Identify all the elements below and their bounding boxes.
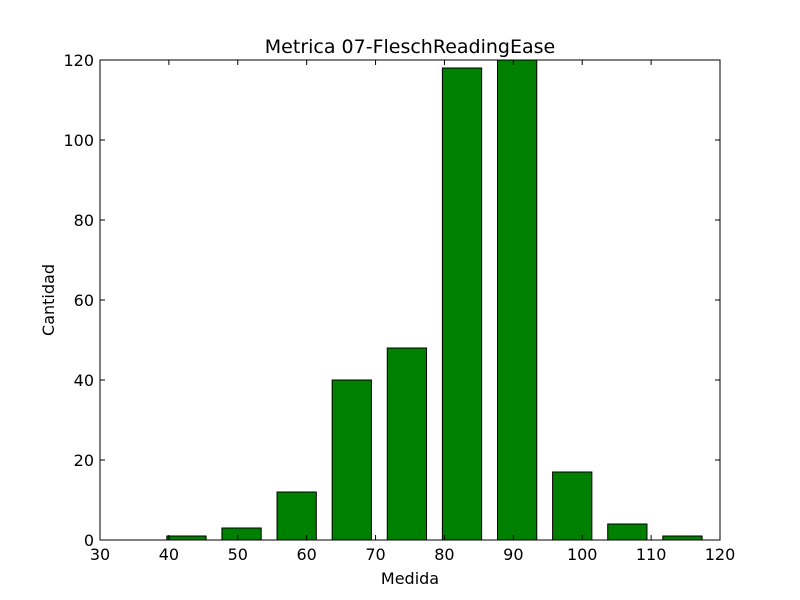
x-tick-label: 70 [365,545,385,564]
y-tick-label: 120 [63,51,94,70]
x-tick-label: 90 [503,545,523,564]
histogram-bar-9 [607,523,648,541]
ticks-layer: 30 40 50 60 70 80 90 100 110 120 0 20 40 60 80 100 120 [63,51,735,564]
histogram-bar-5 [386,347,428,541]
y-tick-label: 0 [84,531,94,550]
x-tick-label: 60 [296,545,316,564]
histogram-bar-7 [496,59,538,541]
x-axis-label: Medida [381,569,439,588]
x-tick-label: 50 [228,545,248,564]
x-tick-label: 100 [567,545,598,564]
histogram-bar-3 [276,491,317,541]
histogram-bar-4 [331,379,372,541]
x-tick-label: 120 [705,545,736,564]
y-tick-label: 20 [74,451,94,470]
histogram-bar-6 [441,67,483,541]
histogram-bar-10 [662,535,703,541]
histogram-bar-1 [166,535,207,541]
histogram-bar-2 [221,527,262,541]
y-tick-label: 100 [63,131,94,150]
x-tick-label: 30 [90,545,110,564]
y-tick-label: 60 [74,291,94,310]
y-tick-label: 40 [74,371,94,390]
bars-layer [166,59,703,541]
y-tick-label: 80 [74,211,94,230]
x-tick-label: 40 [159,545,179,564]
chart-title: Metrica 07-FleschReadingEase [265,36,555,58]
histogram-bar-8 [552,471,593,541]
y-axis-label: Cantidad [39,264,58,336]
x-tick-label: 110 [636,545,667,564]
x-tick-label: 80 [434,545,454,564]
